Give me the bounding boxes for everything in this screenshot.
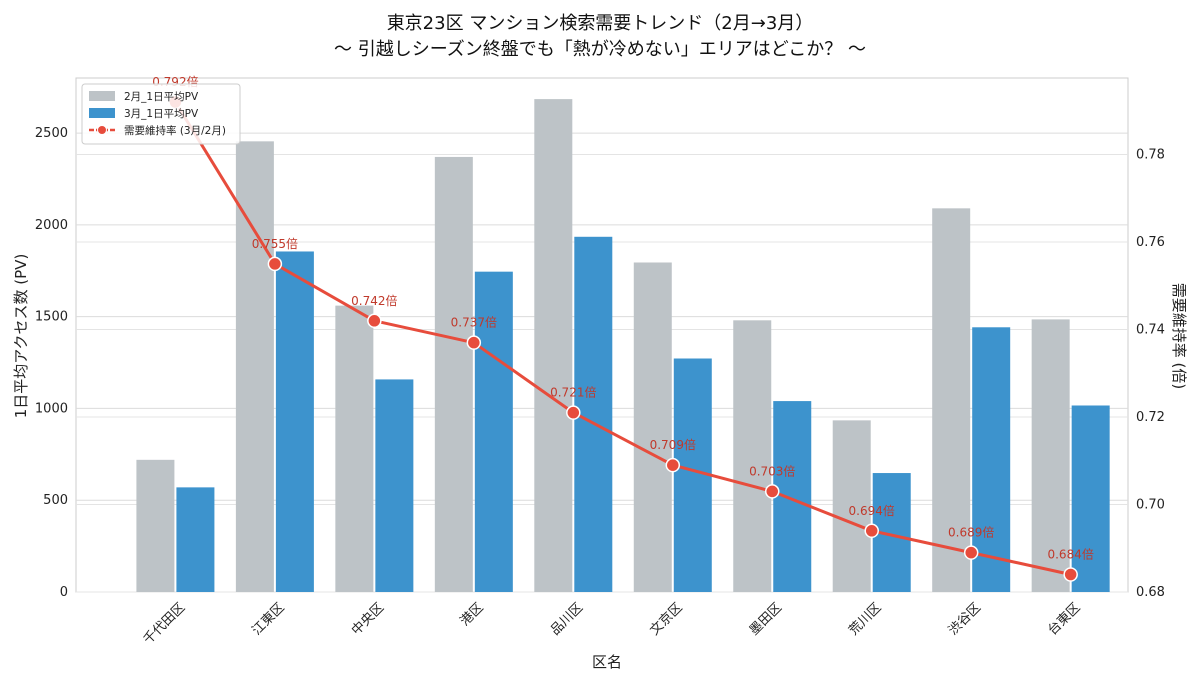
y2-tick-label: 0.70 [1136,498,1165,513]
bar-feb [832,420,871,592]
legend-label: 需要維持率 (3月/2月) [124,124,226,137]
plot-area: 0 500 1000 1500 2000 2500 0.68 0.70 0.72 0.74 0.76… [35,74,1165,648]
x-tick-label: 渋谷区 [946,600,984,638]
bar-feb [633,262,672,592]
bar-feb [136,459,175,592]
bar-feb [434,156,473,592]
bar-mar [275,251,314,592]
y-tick-label: 2500 [35,126,68,141]
bar-feb [235,141,274,592]
x-tick-label: 文京区 [647,600,685,638]
x-tick-label: 墨田区 [747,600,785,638]
y-tick-label: 2000 [35,218,68,233]
y2-axis-title: 需要維持率 (倍) [1170,283,1188,389]
y-tick-label: 1500 [35,310,68,325]
bar-feb [932,208,971,593]
chart-subtitle: 〜 引越しシーズン終盤でも「熱が冷めない」エリアはどこか？ 〜 [334,39,866,60]
x-tick-label: 港区 [458,600,487,629]
x-axis-title: 区名 [592,653,622,671]
retention-point [963,545,979,560]
bar-mar [375,379,414,592]
legend: 2月_1日平均PV 3月_1日平均PV 需要維持率 (3月/2月) [81,83,241,145]
retention-data-label: 0.737倍 [451,315,497,330]
x-tick-label: 江東区 [249,600,288,639]
retention-point [764,484,780,499]
bar-mar [176,487,215,592]
retention-data-label: 0.709倍 [650,437,696,452]
y-tick-label: 0 [60,585,68,600]
retention-point [267,256,283,272]
bar-mar [1071,405,1110,592]
retention-point [665,457,681,473]
retention-data-label: 0.689倍 [948,525,994,540]
legend-box [81,83,241,145]
retention-point [466,335,482,350]
retention-point [566,405,581,420]
legend-marker [97,125,107,135]
retention-data-label: 0.694倍 [849,503,895,518]
bar-mar [574,236,613,592]
retention-data-label: 0.703倍 [749,463,795,478]
y-axis-title: 1日平均アクセス数 (PV) [12,254,30,419]
bar-feb [733,320,772,592]
retention-point [367,313,382,329]
x-tick-label: 品川区 [548,600,586,638]
y2-tick-label: 0.78 [1136,148,1165,163]
bar-feb [1031,319,1070,592]
y2-tick-label: 0.68 [1136,585,1165,600]
y2-tick-label: 0.72 [1136,410,1165,425]
bar-mar [972,327,1011,592]
retention-data-label: 0.742倍 [351,293,397,308]
retention-line [174,101,1072,576]
x-tick-label: 荒川区 [846,600,884,638]
bar-feb [335,305,374,592]
retention-data-label: 0.755倍 [252,236,298,251]
legend-label: 2月_1日平均PV [124,91,199,103]
bar-mar [474,271,513,592]
x-tick-label: 中央区 [349,600,387,638]
y2-tick-label: 0.76 [1136,235,1165,250]
y-tick-label: 1000 [35,401,68,416]
retention-data-label: 0.684倍 [1047,547,1093,562]
y2-tick-label: 0.74 [1136,323,1165,338]
x-tick-label: 台東区 [1045,600,1084,639]
retention-data-label: 0.721倍 [550,385,596,400]
bar-feb [534,99,573,592]
retention-point [1063,567,1078,582]
legend-swatch [89,91,115,101]
legend-swatch [89,108,115,118]
y-tick-label: 500 [43,493,68,508]
legend-label: 3月_1日平均PV [124,108,199,120]
retention-point [864,523,879,539]
chart-title: 東京23区 マンション検索需要トレンド（2月→3月） [387,13,814,34]
x-tick-label: 千代田区 [141,600,188,647]
bar-mar [773,401,812,592]
